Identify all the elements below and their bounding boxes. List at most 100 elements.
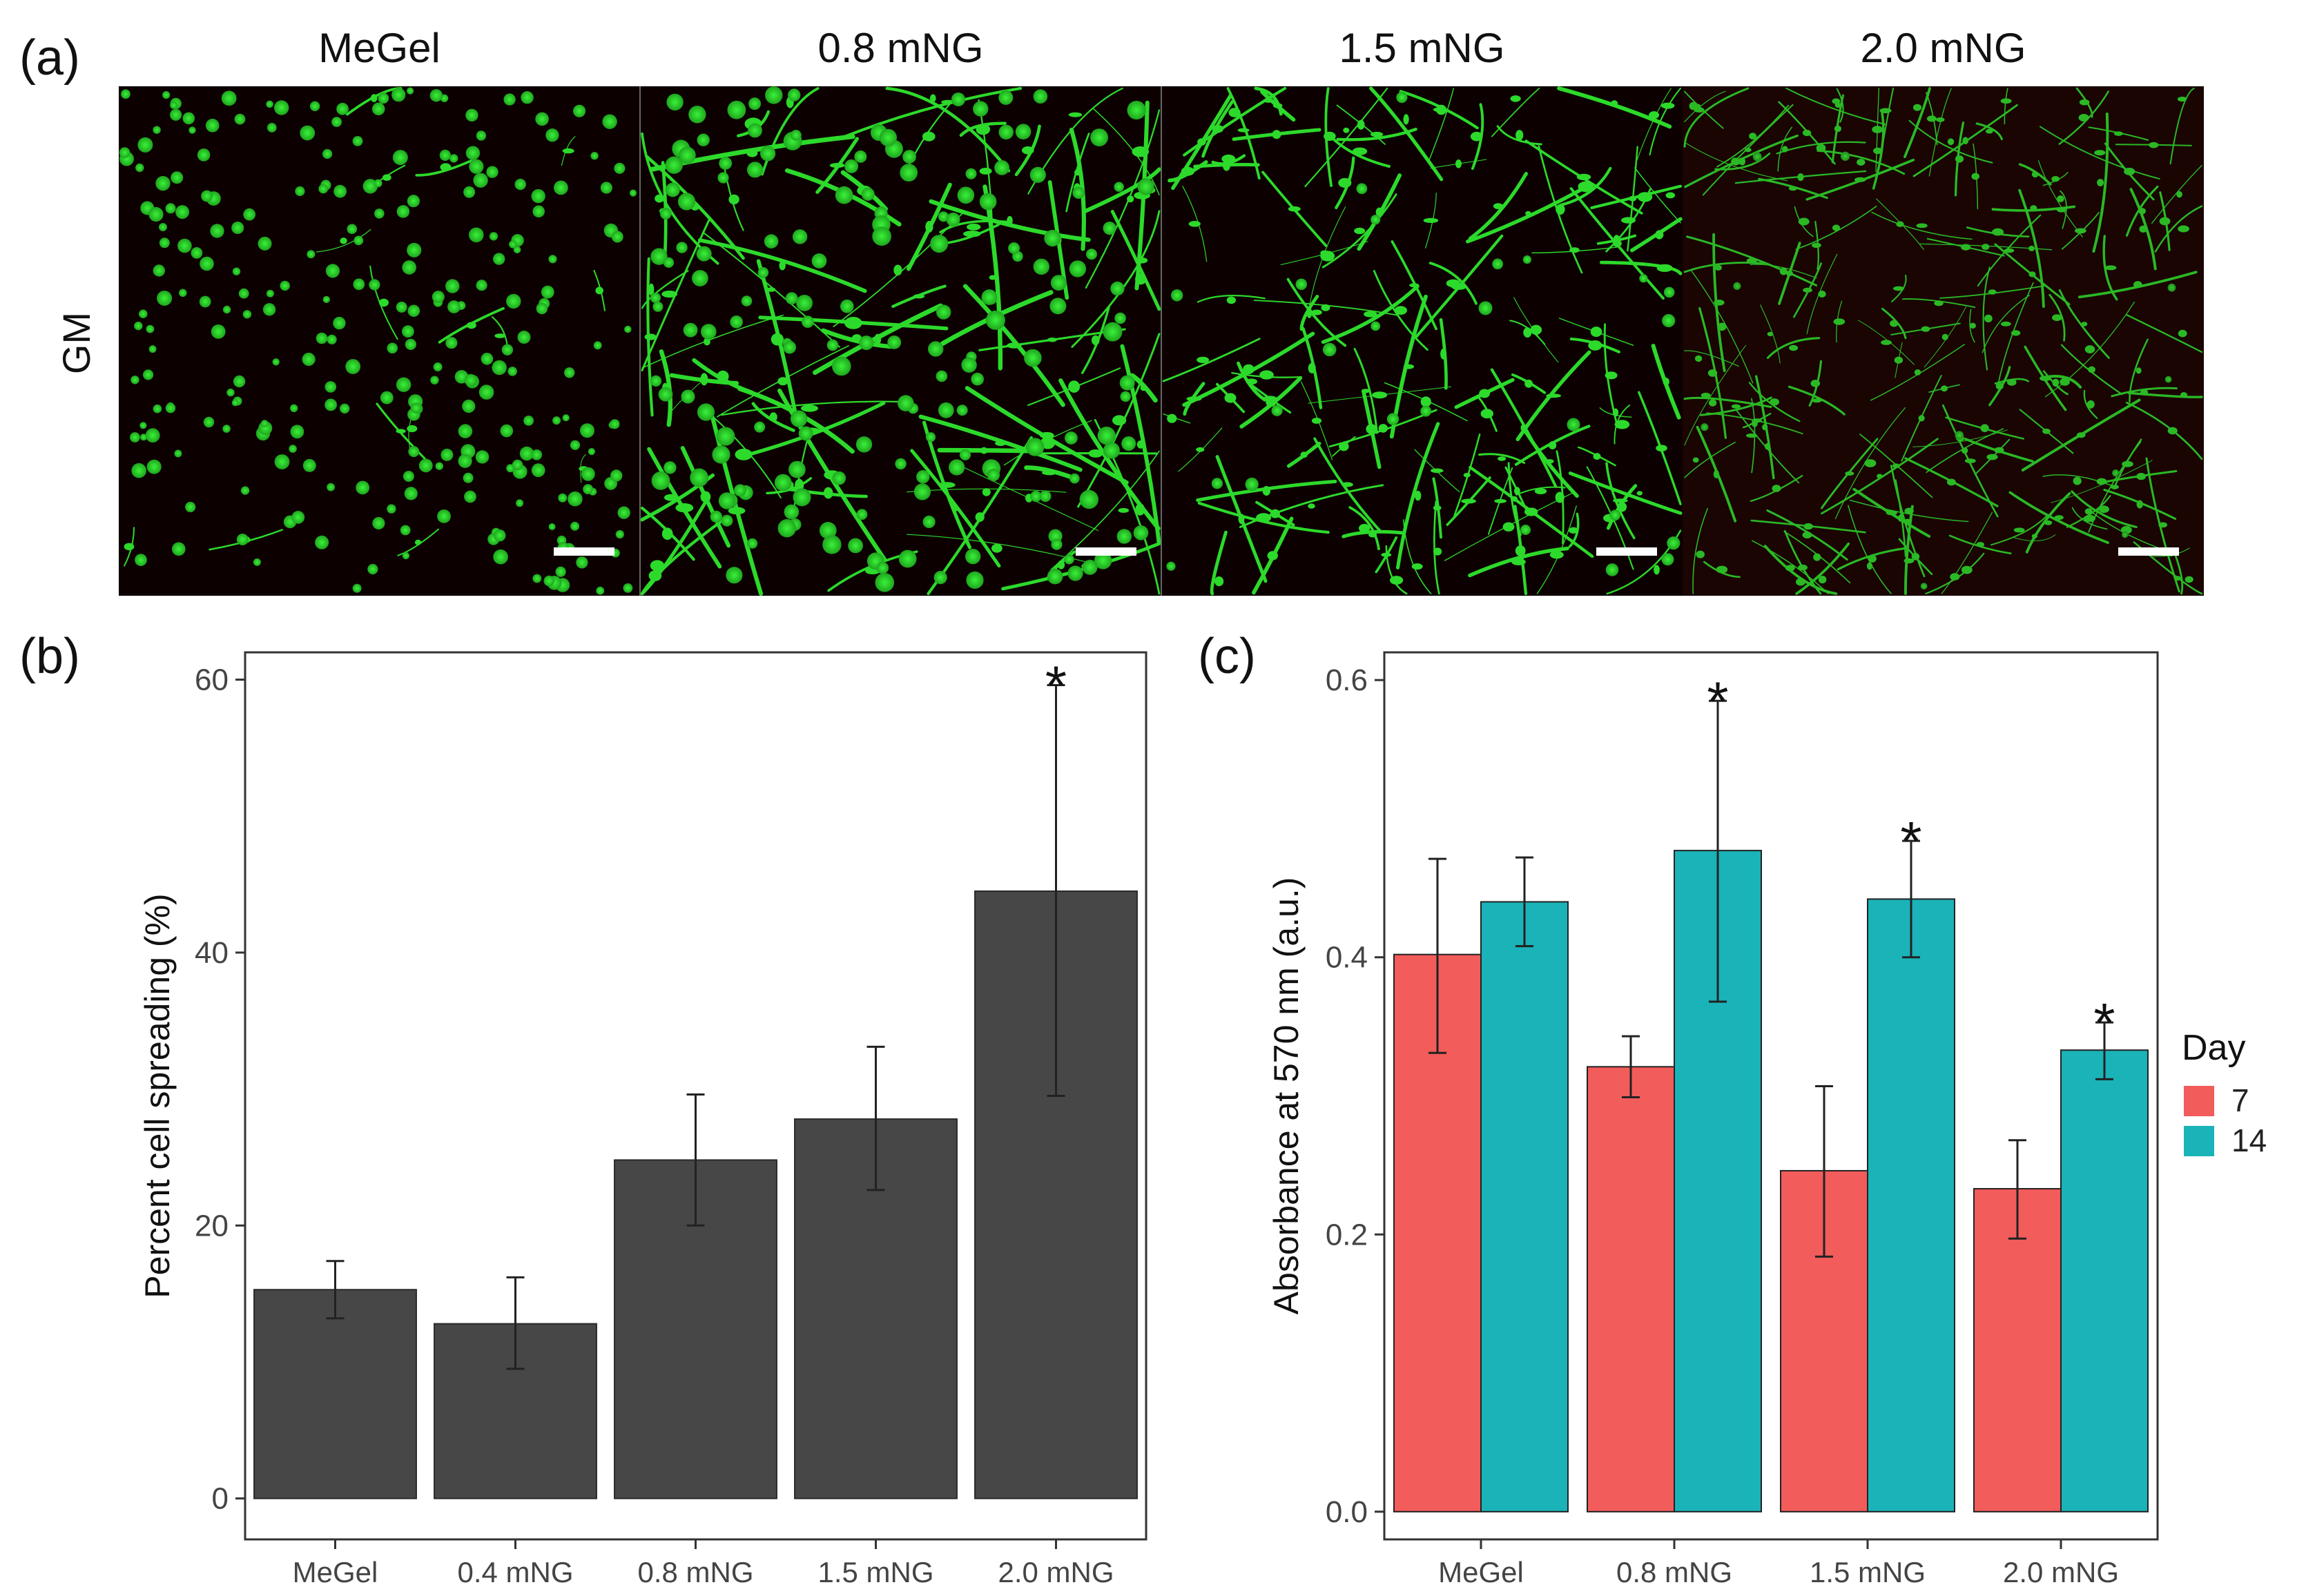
cell-fiber	[1197, 501, 1330, 534]
cell-body	[1621, 217, 1636, 224]
cell-body	[1321, 304, 1330, 311]
cell-round	[316, 332, 328, 344]
cell-round	[458, 454, 472, 468]
cell-round	[532, 205, 545, 218]
cell-body	[1007, 215, 1013, 226]
cell-body	[2051, 176, 2060, 182]
cell-round	[1295, 278, 1308, 291]
cell-body	[1897, 514, 1904, 522]
cell-round	[1171, 289, 1183, 302]
cell-round	[793, 488, 811, 507]
cell-round	[730, 315, 743, 329]
cell-round	[140, 434, 147, 441]
cell-fiber	[1684, 90, 1726, 122]
cell-round	[236, 534, 249, 545]
cell-round	[1370, 215, 1381, 225]
cell-round	[1114, 312, 1126, 324]
cell-body	[1112, 415, 1127, 426]
cell-round	[650, 248, 668, 265]
cell-round	[1116, 529, 1132, 544]
cell-round	[523, 416, 534, 426]
cell-round	[1039, 490, 1052, 503]
cell-body	[1926, 115, 1937, 122]
cell-round	[1029, 166, 1046, 183]
bar-day-7	[1587, 1066, 1675, 1512]
cell-body	[1798, 564, 1808, 571]
cell-fiber	[1881, 307, 1907, 340]
cell-fiber	[1183, 382, 1205, 416]
cell-round	[1920, 583, 1928, 590]
cell-round	[242, 310, 252, 319]
cell-body	[2028, 271, 2036, 278]
cell-body	[1940, 385, 1948, 392]
cell-round	[859, 335, 874, 351]
cell-fiber	[2102, 235, 2118, 301]
cell-fiber	[397, 528, 439, 556]
cell-round	[171, 171, 184, 184]
significance-marker: *	[2093, 992, 2115, 1053]
cell-round	[478, 385, 494, 400]
cell-round	[617, 506, 630, 519]
cell-body	[1803, 523, 1813, 530]
cell-body	[2007, 379, 2017, 386]
x-tick-label: MeGel	[293, 1556, 378, 1588]
cell-fiber	[2004, 88, 2008, 125]
cell-body	[1259, 370, 1274, 380]
cell-round	[353, 278, 365, 291]
cell-round	[274, 100, 289, 115]
cell-body	[1039, 431, 1054, 439]
cell-fiber	[1369, 86, 1444, 182]
cell-fiber	[1901, 375, 1942, 462]
cell-round	[663, 461, 677, 474]
cell-round	[1121, 436, 1136, 451]
cell-body	[1088, 449, 1103, 458]
cell-fiber	[1683, 87, 1750, 148]
cell-round	[143, 369, 154, 380]
cell-round	[1097, 427, 1116, 445]
cell-round	[966, 571, 984, 590]
cell-round	[660, 208, 672, 220]
cell-fiber	[1168, 160, 1208, 183]
cell-round	[545, 128, 559, 142]
cell-body	[1549, 441, 1557, 449]
cell-fiber	[1834, 407, 1906, 520]
cell-body	[1744, 147, 1752, 153]
cell-body	[1613, 235, 1620, 244]
cell-round	[145, 428, 160, 443]
cell-round	[536, 302, 548, 315]
cell-body	[1440, 348, 1447, 360]
cell-round	[965, 548, 981, 565]
cell-fiber	[1758, 177, 1828, 200]
cell-fiber	[1403, 519, 1432, 594]
cell-round	[590, 152, 599, 160]
column-label: 2.0 mNG	[1860, 25, 2026, 71]
cell-body	[2079, 99, 2090, 106]
cell-round	[734, 484, 746, 497]
cell-round	[900, 164, 918, 182]
cell-round	[531, 463, 545, 478]
cell-body	[801, 405, 818, 412]
cell-round	[521, 91, 534, 104]
cell-round	[325, 381, 337, 393]
x-tick-label: 0.8 mNG	[1616, 1556, 1732, 1588]
cell-round	[403, 471, 414, 482]
legend: Day 7 14	[2182, 1028, 2267, 1158]
cell-round	[798, 426, 813, 441]
cell-body	[2000, 98, 2012, 104]
cell-body	[1694, 355, 1703, 362]
cell-body	[1714, 264, 1723, 271]
cell-round	[203, 416, 215, 428]
cell-body	[1181, 166, 1194, 176]
cell-body	[982, 488, 991, 496]
cell-body	[1892, 286, 1905, 291]
cell-body	[1262, 486, 1271, 496]
cell-round	[211, 324, 226, 339]
y-tick-label: 20	[195, 1209, 229, 1243]
cell-round	[327, 483, 335, 492]
cell-round	[290, 425, 304, 439]
cell-layer	[640, 86, 1161, 596]
cell-fiber	[369, 265, 398, 340]
cell-body	[2076, 432, 2086, 438]
cell-body	[1511, 496, 1518, 502]
cell-round	[1069, 473, 1080, 484]
